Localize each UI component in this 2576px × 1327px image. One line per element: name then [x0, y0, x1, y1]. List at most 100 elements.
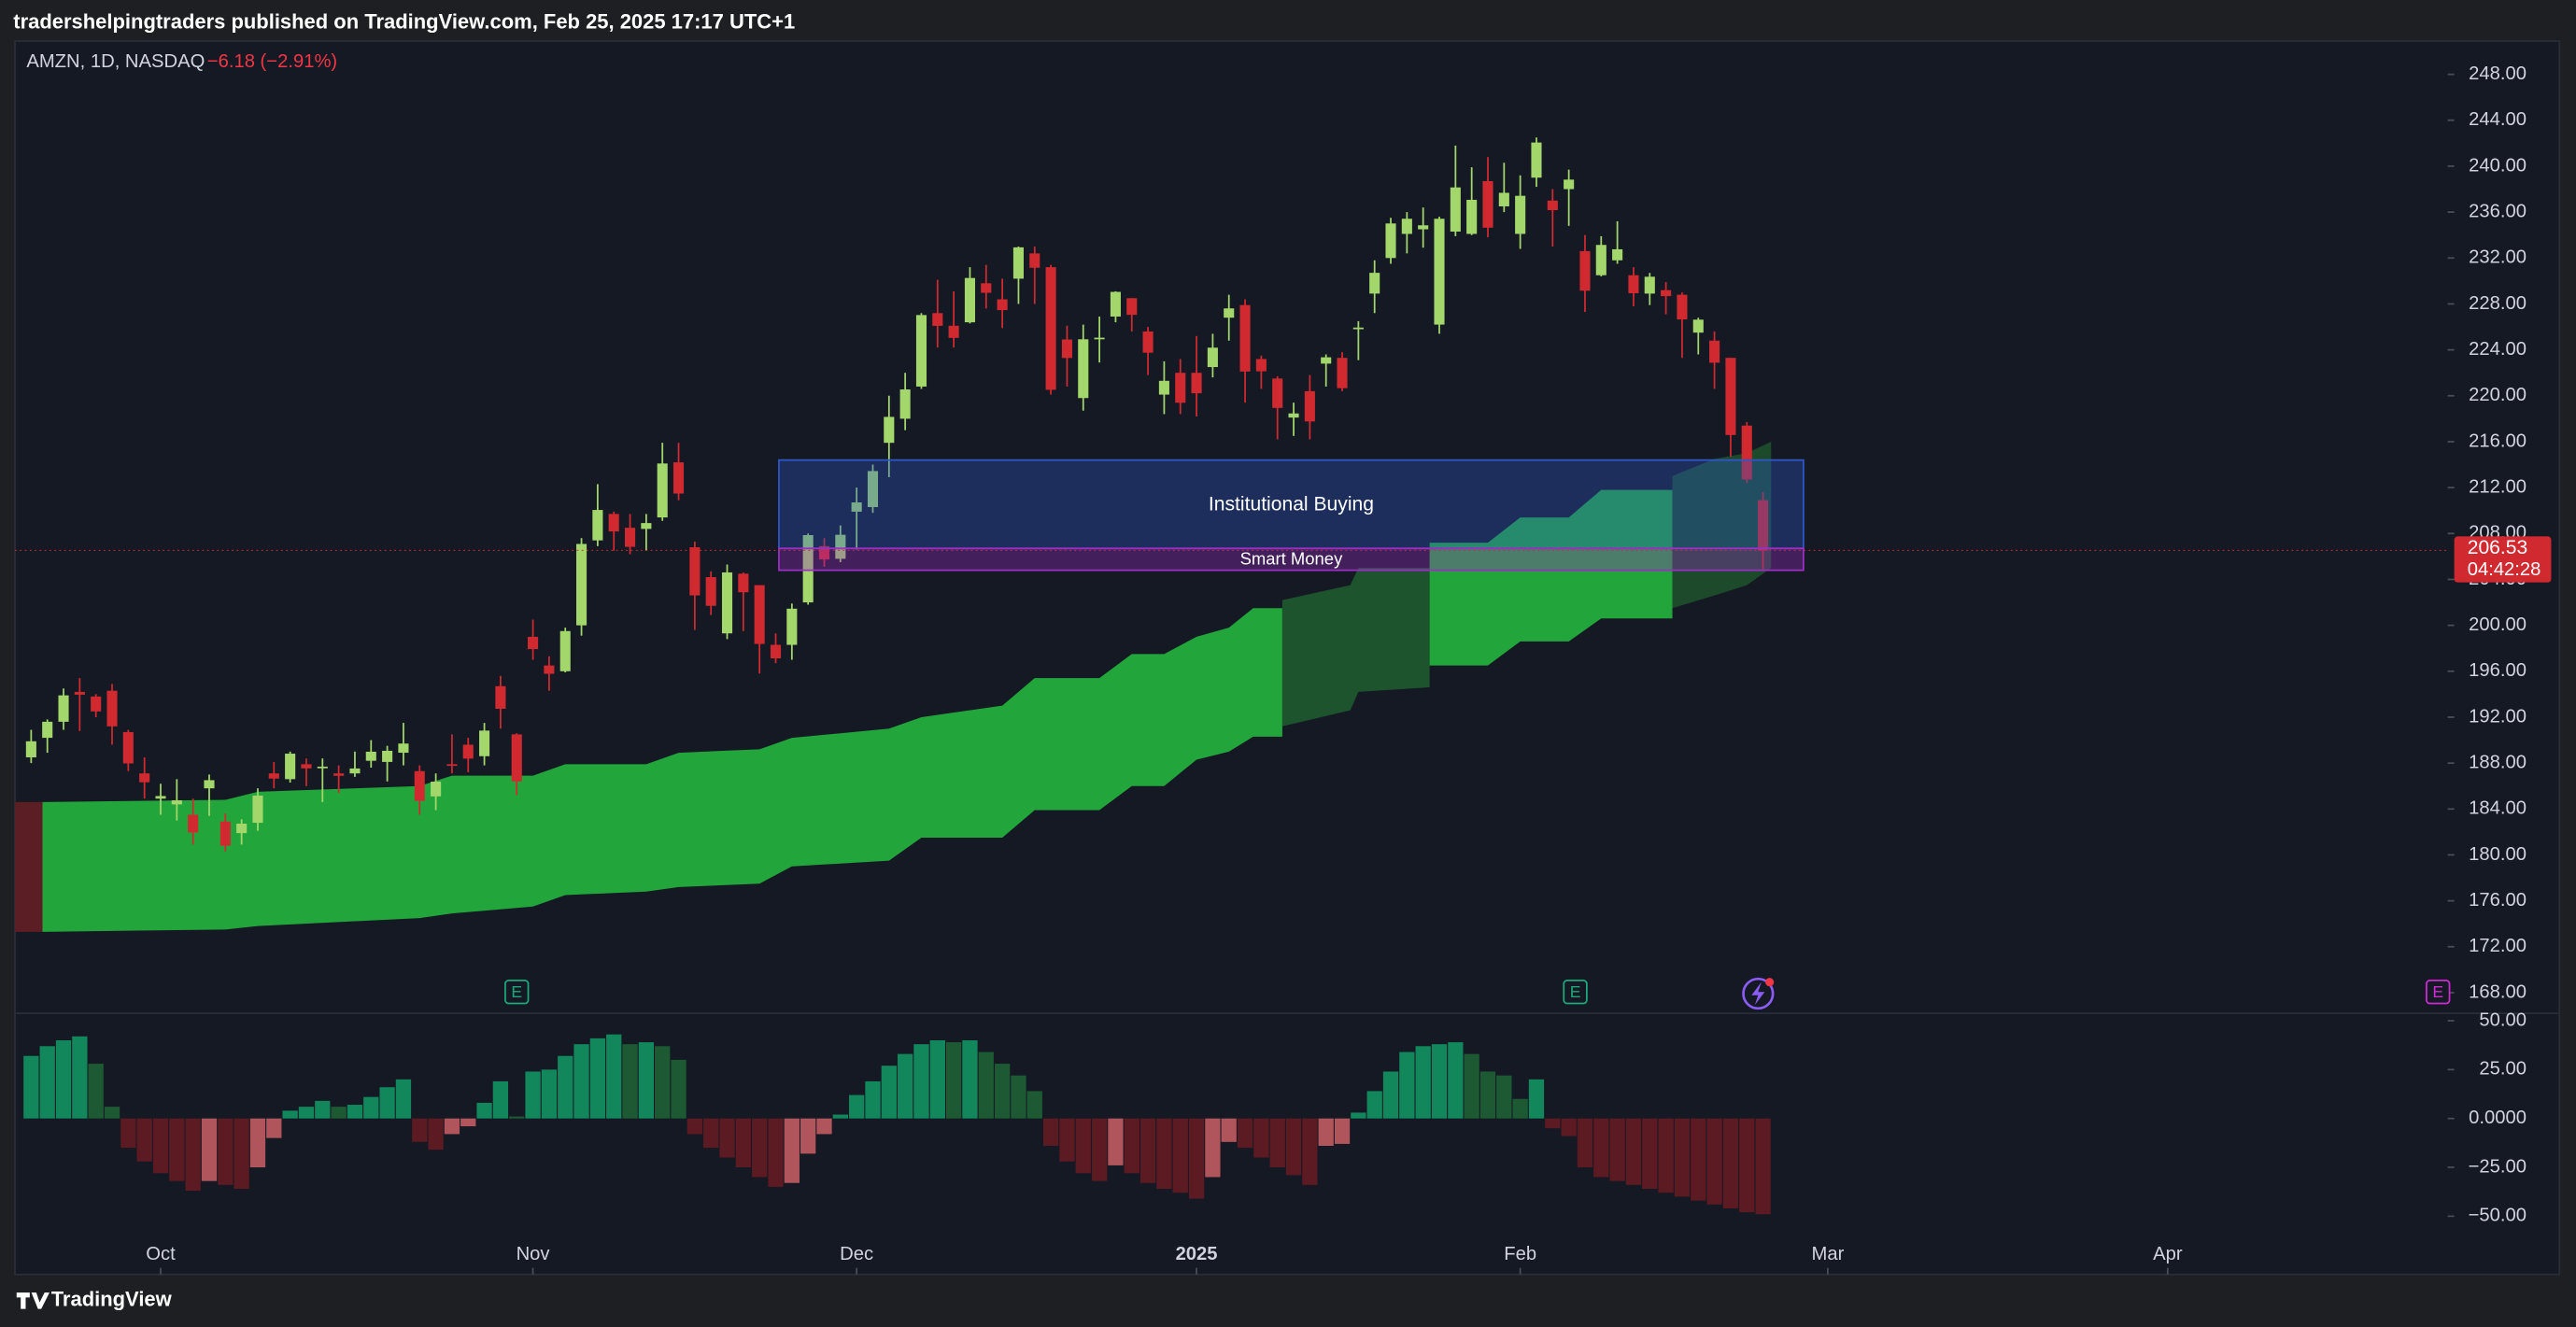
event-label: E [511, 982, 522, 1001]
candle-body [106, 690, 118, 727]
histogram-bar [266, 1118, 282, 1138]
histogram-bar [1528, 1079, 1545, 1119]
candle-body [398, 743, 409, 754]
histogram-bar [152, 1118, 169, 1174]
candle-body [884, 416, 895, 444]
histogram-bar [768, 1118, 784, 1187]
histogram-bar [1205, 1118, 1221, 1178]
candle-body [1304, 390, 1315, 422]
histogram-bar [476, 1102, 492, 1119]
histogram-bar [201, 1118, 218, 1181]
alert-badge [1742, 977, 1775, 1010]
histogram-bar [347, 1105, 363, 1119]
candle-body [1078, 339, 1089, 399]
candle-body [948, 325, 959, 338]
histogram-bar [1156, 1118, 1172, 1190]
x-tick-label: Apr [2153, 1244, 2183, 1264]
candle-body [1531, 142, 1542, 178]
histogram-bar [282, 1110, 298, 1119]
y-tick-label: 248.00 [2469, 64, 2526, 84]
candle-body [25, 741, 36, 757]
histogram-bar [1496, 1075, 1512, 1119]
alert-bolt [1751, 981, 1765, 1006]
candle-body [608, 514, 619, 532]
candle-body [122, 731, 134, 764]
histogram-bar [1609, 1118, 1625, 1181]
candle-body [1547, 200, 1558, 211]
candle-body [74, 691, 85, 695]
candle-body [625, 528, 636, 547]
candle-body [997, 299, 1008, 311]
candle-body [285, 754, 296, 780]
candle-body [721, 572, 733, 634]
candle-body [1288, 413, 1299, 418]
last-price-label: 206.53 [2468, 537, 2528, 558]
histogram-bar [412, 1118, 428, 1142]
logo-icon [16, 1292, 50, 1309]
candle-body [171, 799, 182, 805]
histogram-bar [363, 1096, 379, 1119]
publish-info: tradershelpingtraders published on Tradi… [13, 9, 795, 33]
candle-body [544, 665, 555, 674]
candle-body [204, 780, 215, 789]
histogram-bar [816, 1118, 832, 1135]
candle-body [1126, 298, 1138, 316]
histogram-bar [460, 1118, 476, 1127]
candle-body [479, 730, 490, 756]
candle-body [1142, 331, 1154, 353]
candle-body [1498, 192, 1509, 206]
histogram-bar [298, 1107, 315, 1119]
candle-body [414, 770, 425, 801]
zone-label: Institutional Buying [1209, 493, 1374, 515]
y-tick-label: 50.00 [2479, 1009, 2526, 1030]
histogram-bar [929, 1039, 945, 1119]
histogram-bar [249, 1118, 266, 1168]
histogram-bar [655, 1046, 671, 1119]
histogram-bar [978, 1052, 994, 1119]
histogram-bar [104, 1107, 120, 1119]
candle-body [1418, 225, 1429, 230]
histogram-bar [832, 1114, 848, 1119]
candle-body [1450, 187, 1461, 233]
y-tick-label: 232.00 [2469, 247, 2526, 268]
candle-body [1564, 179, 1575, 190]
brand: TradingView [51, 1288, 173, 1311]
candle-body [818, 545, 830, 560]
histogram-bar [1011, 1075, 1026, 1119]
histogram-bar [23, 1055, 39, 1119]
histogram-bar [185, 1118, 201, 1192]
histogram-bar [1253, 1118, 1269, 1158]
histogram-bar [735, 1118, 751, 1168]
candle-body [1644, 276, 1655, 294]
candle-body [1661, 289, 1672, 297]
histogram-bar [606, 1034, 622, 1119]
candle-body [155, 796, 166, 799]
x-tick-label: Nov [517, 1244, 551, 1264]
candle-body [738, 573, 749, 593]
histogram-bar [509, 1116, 525, 1119]
alert-dot [1765, 978, 1775, 987]
candle-body [964, 277, 976, 323]
oscillator-pane [23, 1034, 1771, 1215]
candle-body [1272, 378, 1283, 408]
histogram-bar [234, 1118, 249, 1190]
candle-body [1466, 199, 1478, 234]
histogram-bar [379, 1087, 395, 1119]
cloud-band [42, 608, 1282, 932]
candle-body [349, 768, 361, 774]
histogram-bar [1139, 1118, 1156, 1183]
histogram-bar [1593, 1118, 1609, 1178]
candle-body [1094, 337, 1105, 340]
candle-body [1579, 250, 1591, 291]
y-tick-label: 192.00 [2469, 706, 2526, 727]
y-tick-label: 172.00 [2469, 936, 2526, 956]
histogram-bar [169, 1118, 185, 1181]
candle-body [301, 764, 312, 769]
candle-body [431, 782, 442, 797]
histogram-bar [898, 1053, 913, 1119]
y-tick-label: −50.00 [2469, 1206, 2526, 1226]
candle-body [899, 389, 911, 419]
candle-body [1224, 308, 1235, 318]
